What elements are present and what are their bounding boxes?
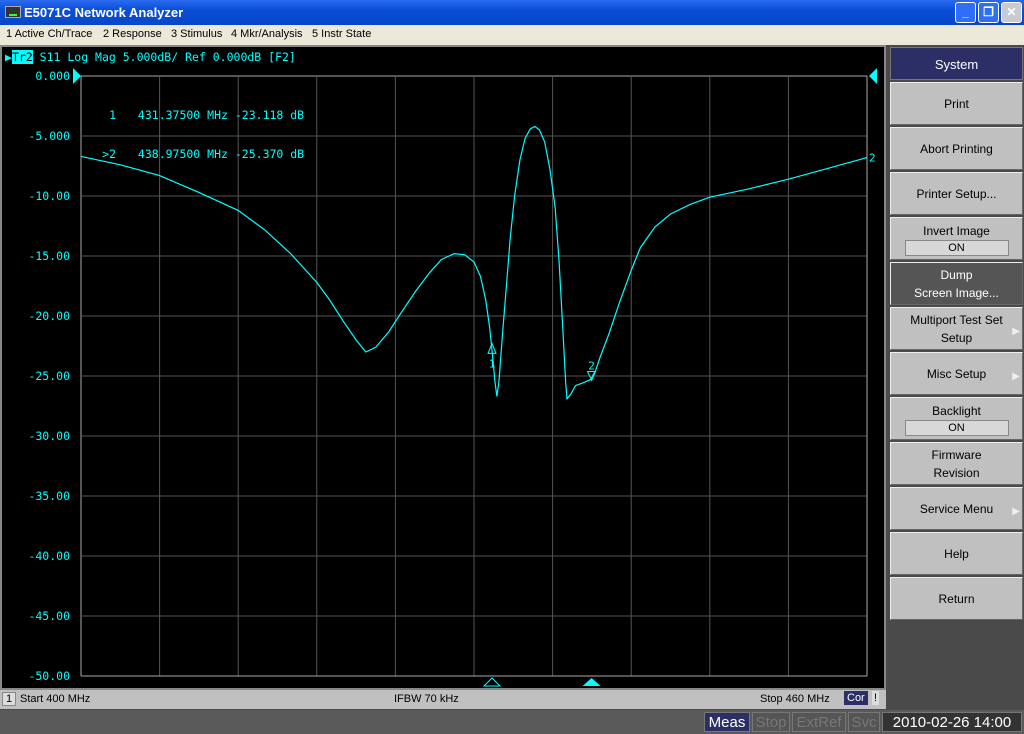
marker-row-2: >2 438.97500 MHz -25.370 dB bbox=[102, 147, 305, 161]
softkey-label: Return bbox=[938, 591, 975, 606]
softkey-help[interactable]: Help bbox=[890, 532, 1023, 575]
chart-window[interactable]: 0.000 -5.000 -10.00 -15.00 -20.00 -25.00 -30.0… bbox=[0, 45, 886, 690]
reference-right-arrow-icon bbox=[869, 68, 877, 84]
softkey-label: Misc Setup bbox=[926, 366, 987, 381]
y-tick-label: -50.00 bbox=[28, 669, 70, 683]
stop-indicator: Stop bbox=[752, 712, 790, 732]
trace-end-label: 2 bbox=[869, 152, 876, 165]
softkey-printer-setup[interactable]: Printer Setup... bbox=[890, 172, 1023, 215]
stop-frequency[interactable]: Stop 460 MHz bbox=[760, 693, 830, 705]
start-frequency[interactable]: Start 400 MHz bbox=[20, 693, 91, 705]
softkey-return[interactable]: Return bbox=[890, 577, 1023, 620]
meas-indicator: Meas bbox=[704, 712, 750, 732]
softkey-label: Printer Setup... bbox=[916, 186, 997, 201]
y-tick-label: -5.000 bbox=[28, 129, 70, 143]
submenu-arrow-icon: ▶ bbox=[1012, 326, 1020, 337]
close-button[interactable]: ✕ bbox=[1001, 2, 1022, 23]
softkey-service-menu[interactable]: Service Menu ▶ bbox=[890, 487, 1023, 530]
menu-mkr-analysis[interactable]: 4 Mkr/Analysis bbox=[231, 28, 303, 40]
y-tick-label: -30.00 bbox=[28, 429, 70, 443]
trace-plot[interactable]: 0.000 -5.000 -10.00 -15.00 -20.00 -25.00 -30.0… bbox=[2, 47, 884, 688]
marker-1-position-icon bbox=[482, 677, 502, 687]
marker-2-label: 2 bbox=[588, 359, 595, 372]
softkey-label-2: Screen Image... bbox=[914, 285, 999, 300]
minimize-button[interactable]: _ bbox=[955, 2, 976, 23]
softkey-backlight[interactable]: Backlight ON bbox=[890, 397, 1023, 440]
date-time: 2010-02-26 14:00 bbox=[882, 712, 1022, 732]
y-tick-label: -20.00 bbox=[28, 309, 70, 323]
window-title: E5071C Network Analyzer bbox=[24, 5, 184, 20]
title-bar: E5071C Network Analyzer _ ❐ ✕ bbox=[0, 0, 1024, 25]
softkey-label: Help bbox=[944, 546, 969, 561]
marker-row-1: 1 431.37500 MHz -23.118 dB bbox=[109, 108, 305, 122]
softkey-value: ON bbox=[904, 239, 1009, 256]
y-tick-label: -40.00 bbox=[28, 549, 70, 563]
status-bar: Meas Stop ExtRef Svc 2010-02-26 14:00 bbox=[0, 710, 1024, 734]
softkey-label: Print bbox=[944, 96, 969, 111]
marker-table: 1 431.37500 MHz -23.118 dB >2 438.97500 … bbox=[90, 83, 304, 187]
softkey-invert-image[interactable]: Invert Image ON bbox=[890, 217, 1023, 260]
restore-button[interactable]: ❐ bbox=[978, 2, 999, 23]
y-tick-label: -25.00 bbox=[28, 369, 70, 383]
trace-line bbox=[80, 125, 868, 401]
softkey-print[interactable]: Print bbox=[890, 82, 1023, 125]
y-tick-label: -15.00 bbox=[28, 249, 70, 263]
y-tick-label: -35.00 bbox=[28, 489, 70, 503]
warning-indicator: ! bbox=[872, 691, 880, 705]
trace-settings[interactable]: S11 Log Mag 5.000dB/ Ref 0.000dB [F2] bbox=[39, 50, 296, 64]
softkey-label: Invert Image bbox=[923, 223, 990, 238]
y-tick-label: -45.00 bbox=[28, 609, 70, 623]
softkey-header: System bbox=[890, 47, 1023, 80]
menu-response[interactable]: 2 Response bbox=[103, 28, 162, 40]
softkey-dump[interactable]: Dump Screen Image... bbox=[890, 262, 1023, 305]
softkey-value: ON bbox=[904, 419, 1009, 436]
softkey-label-2: Revision bbox=[933, 465, 980, 480]
softkey-label-2: Setup bbox=[940, 330, 973, 345]
marker-1-icon bbox=[487, 342, 497, 354]
channel-status-bar: 1 Start 400 MHz IFBW 70 kHz Stop 460 MHz… bbox=[0, 690, 886, 709]
channel-number[interactable]: 1 bbox=[2, 692, 17, 706]
menu-stimulus[interactable]: 3 Stimulus bbox=[171, 28, 223, 40]
marker-1-label: 1 bbox=[489, 357, 496, 370]
softkey-label: Backlight bbox=[932, 403, 981, 418]
menu-bar: 1 Active Ch/Trace 2 Response 3 Stimulus … bbox=[0, 25, 1024, 45]
app-icon bbox=[5, 6, 21, 18]
softkey-label: Service Menu bbox=[919, 501, 994, 516]
softkey-label: Multiport Test Set bbox=[910, 312, 1003, 327]
submenu-arrow-icon: ▶ bbox=[1012, 371, 1020, 382]
reference-left-arrow-icon bbox=[73, 68, 81, 84]
marker-2-icon bbox=[586, 370, 597, 382]
softkey-misc-setup[interactable]: Misc Setup ▶ bbox=[890, 352, 1023, 395]
svc-indicator: Svc bbox=[848, 712, 880, 732]
menu-active-ch-trace[interactable]: 1 Active Ch/Trace bbox=[6, 28, 93, 40]
softkey-multiport-test-set[interactable]: Multiport Test Set Setup ▶ bbox=[890, 307, 1023, 350]
submenu-arrow-icon: ▶ bbox=[1012, 506, 1020, 517]
menu-instr-state[interactable]: 5 Instr State bbox=[312, 28, 372, 40]
trace-header: ▶Tr2 S11 Log Mag 5.000dB/ Ref 0.000dB [F… bbox=[5, 50, 296, 64]
softkey-panel: System Print Abort Printing Printer Setup..… bbox=[886, 45, 1024, 710]
ifbw[interactable]: IFBW 70 kHz bbox=[394, 693, 459, 705]
softkey-label: Abort Printing bbox=[920, 141, 993, 156]
cor-indicator: Cor bbox=[844, 691, 868, 705]
softkey-label: Firmware bbox=[931, 447, 982, 462]
y-tick-label: 0.000 bbox=[35, 69, 70, 83]
softkey-abort-printing[interactable]: Abort Printing bbox=[890, 127, 1023, 170]
active-marker-position-icon bbox=[582, 678, 601, 686]
softkey-firmware[interactable]: Firmware Revision bbox=[890, 442, 1023, 485]
extref-indicator: ExtRef bbox=[792, 712, 846, 732]
trace-badge[interactable]: Tr2 bbox=[11, 50, 33, 64]
softkey-label: Dump bbox=[940, 267, 973, 282]
y-tick-label: -10.00 bbox=[28, 189, 70, 203]
